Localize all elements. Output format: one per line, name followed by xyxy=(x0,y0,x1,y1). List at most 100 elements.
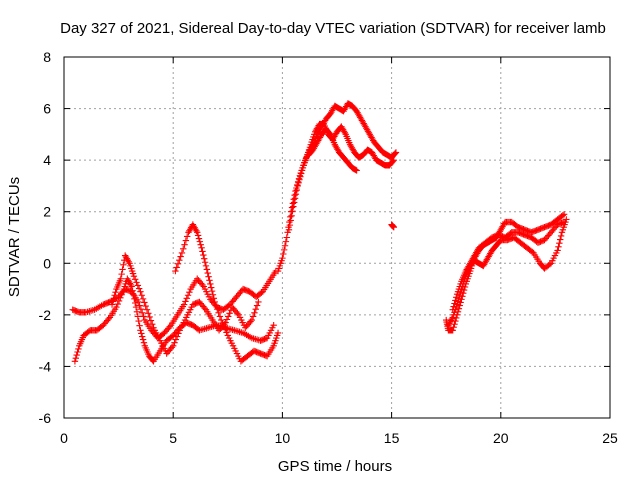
data-point xyxy=(75,345,82,353)
y-axis-label: SDTVAR / TECUs xyxy=(6,177,23,297)
data-point xyxy=(448,315,456,323)
data-point xyxy=(450,303,457,310)
data-point xyxy=(115,297,123,305)
data-point xyxy=(181,241,188,248)
data-point xyxy=(134,282,142,289)
data-point xyxy=(452,297,459,304)
data-point xyxy=(201,259,209,266)
data-point xyxy=(560,211,568,218)
data-point xyxy=(223,316,231,323)
data-point xyxy=(130,291,137,298)
data-point xyxy=(73,351,80,359)
series-track-10 xyxy=(445,216,570,329)
data-point xyxy=(390,156,397,164)
data-point xyxy=(198,244,205,252)
data-point xyxy=(117,275,124,282)
data-point xyxy=(205,273,212,280)
data-point xyxy=(289,207,296,215)
data-point xyxy=(253,302,261,309)
data-point xyxy=(195,235,203,242)
x-tick-label: 0 xyxy=(60,430,68,446)
y-tick-label: 6 xyxy=(43,101,51,117)
data-point xyxy=(130,272,138,280)
data-point xyxy=(280,250,287,258)
data-point xyxy=(280,246,288,254)
data-point xyxy=(559,212,567,219)
data-point xyxy=(125,258,132,265)
data-point xyxy=(105,315,112,323)
data-point xyxy=(449,327,456,334)
data-point xyxy=(290,199,298,206)
data-point xyxy=(114,300,121,308)
data-point xyxy=(174,260,182,268)
data-point xyxy=(353,167,360,174)
data-point xyxy=(225,313,232,320)
data-point xyxy=(453,294,460,301)
data-point xyxy=(287,217,294,224)
data-point xyxy=(282,238,290,245)
data-point xyxy=(109,298,117,305)
data-point xyxy=(175,330,182,337)
y-tick-label: -6 xyxy=(39,410,52,426)
data-point xyxy=(546,261,553,268)
data-point xyxy=(127,281,135,289)
series-track-8 xyxy=(388,221,397,231)
data-point xyxy=(557,232,565,240)
data-point xyxy=(131,299,139,307)
data-point xyxy=(184,292,192,299)
plot-frame xyxy=(63,56,611,419)
data-point xyxy=(202,262,210,270)
y-tick-label: 8 xyxy=(43,49,51,65)
x-axis-label: GPS time / hours xyxy=(278,458,392,475)
data-point xyxy=(119,266,126,273)
data-point xyxy=(297,173,304,180)
chart-title: Day 327 of 2021, Sidereal Day-to-day VTE… xyxy=(60,20,606,37)
data-point xyxy=(110,295,117,302)
y-tick-label: 2 xyxy=(43,204,51,220)
data-point xyxy=(216,313,224,320)
data-point xyxy=(247,318,254,325)
data-point xyxy=(201,304,208,312)
data-point xyxy=(291,195,299,202)
data-point xyxy=(138,309,146,316)
data-point xyxy=(196,238,204,245)
data-point xyxy=(137,288,144,295)
data-point xyxy=(281,242,289,249)
data-point xyxy=(212,302,220,309)
data-point xyxy=(279,254,286,262)
data-point xyxy=(135,298,142,306)
data-point xyxy=(214,305,221,313)
data-point xyxy=(211,298,218,306)
data-point xyxy=(139,336,147,343)
data-point xyxy=(391,150,399,157)
data-point xyxy=(186,288,193,296)
data-point xyxy=(72,354,79,362)
data-point xyxy=(180,301,188,308)
data-point xyxy=(226,310,233,317)
data-point xyxy=(137,305,145,313)
data-point xyxy=(142,302,149,310)
data-point xyxy=(392,149,400,156)
data-point xyxy=(288,212,295,220)
data-point xyxy=(137,327,144,334)
data-point xyxy=(172,336,180,343)
data-point xyxy=(255,298,262,306)
y-tick-label: -4 xyxy=(39,358,52,374)
data-point xyxy=(111,292,118,299)
data-point xyxy=(556,239,563,247)
y-tick-label: 4 xyxy=(43,152,51,168)
data-point xyxy=(293,186,301,194)
data-point xyxy=(221,320,228,328)
data-point xyxy=(449,306,456,313)
data-point xyxy=(285,226,293,233)
data-point xyxy=(177,253,184,260)
data-point xyxy=(128,283,135,290)
data-point xyxy=(451,300,458,307)
data-point xyxy=(251,309,258,316)
x-tick-label: 10 xyxy=(275,430,291,446)
data-point xyxy=(557,236,564,243)
series-track-2 xyxy=(71,275,277,365)
data-point xyxy=(199,248,206,255)
